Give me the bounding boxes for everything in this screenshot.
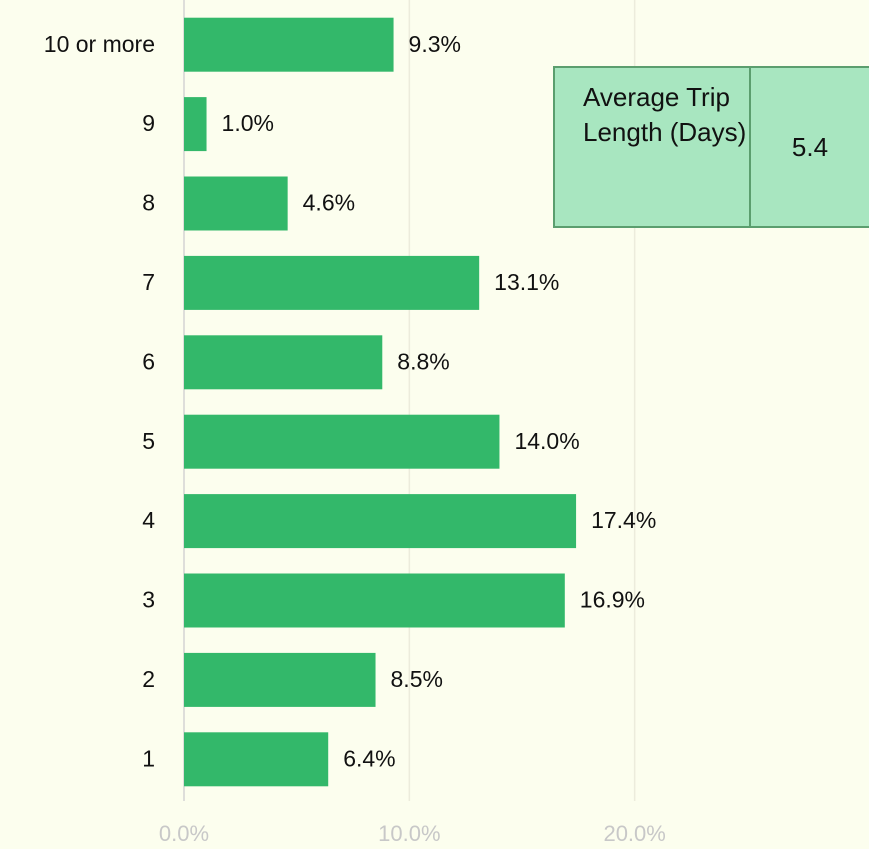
y-tick-label: 9	[142, 110, 155, 136]
y-tick-label: 3	[142, 587, 155, 613]
summary-table: Average Trip Length (Days) 5.4	[553, 66, 869, 228]
bar	[184, 414, 500, 469]
value-label: 1.0%	[222, 110, 274, 136]
value-label: 13.1%	[494, 269, 559, 295]
value-label: 6.4%	[343, 745, 395, 771]
x-tick-label: 0.0%	[159, 821, 209, 846]
value-label: 8.5%	[391, 666, 443, 692]
bar	[184, 255, 480, 310]
y-tick-label: 6	[142, 348, 155, 374]
value-label: 9.3%	[409, 31, 461, 57]
y-tick-label: 10 or more	[44, 31, 155, 57]
bar	[184, 652, 376, 707]
bar	[184, 573, 565, 628]
value-label: 17.4%	[591, 507, 656, 533]
value-label: 14.0%	[514, 428, 579, 454]
bar	[184, 17, 394, 72]
summary-label: Average Trip Length (Days)	[555, 68, 751, 226]
bar	[184, 494, 577, 549]
y-tick-label: 1	[142, 745, 155, 771]
y-tick-label: 7	[142, 269, 155, 295]
y-tick-label: 2	[142, 666, 155, 692]
x-tick-label: 20.0%	[603, 821, 665, 846]
value-label: 8.8%	[397, 348, 449, 374]
value-label: 4.6%	[303, 190, 355, 216]
bar	[184, 97, 207, 152]
bar	[184, 335, 383, 390]
value-label: 16.9%	[580, 587, 645, 613]
x-tick-label: 10.0%	[378, 821, 440, 846]
bar	[184, 732, 329, 787]
y-tick-label: 5	[142, 428, 155, 454]
y-tick-label: 8	[142, 190, 155, 216]
bar	[184, 176, 288, 231]
y-tick-label: 4	[142, 507, 155, 533]
summary-value: 5.4	[791, 131, 829, 162]
